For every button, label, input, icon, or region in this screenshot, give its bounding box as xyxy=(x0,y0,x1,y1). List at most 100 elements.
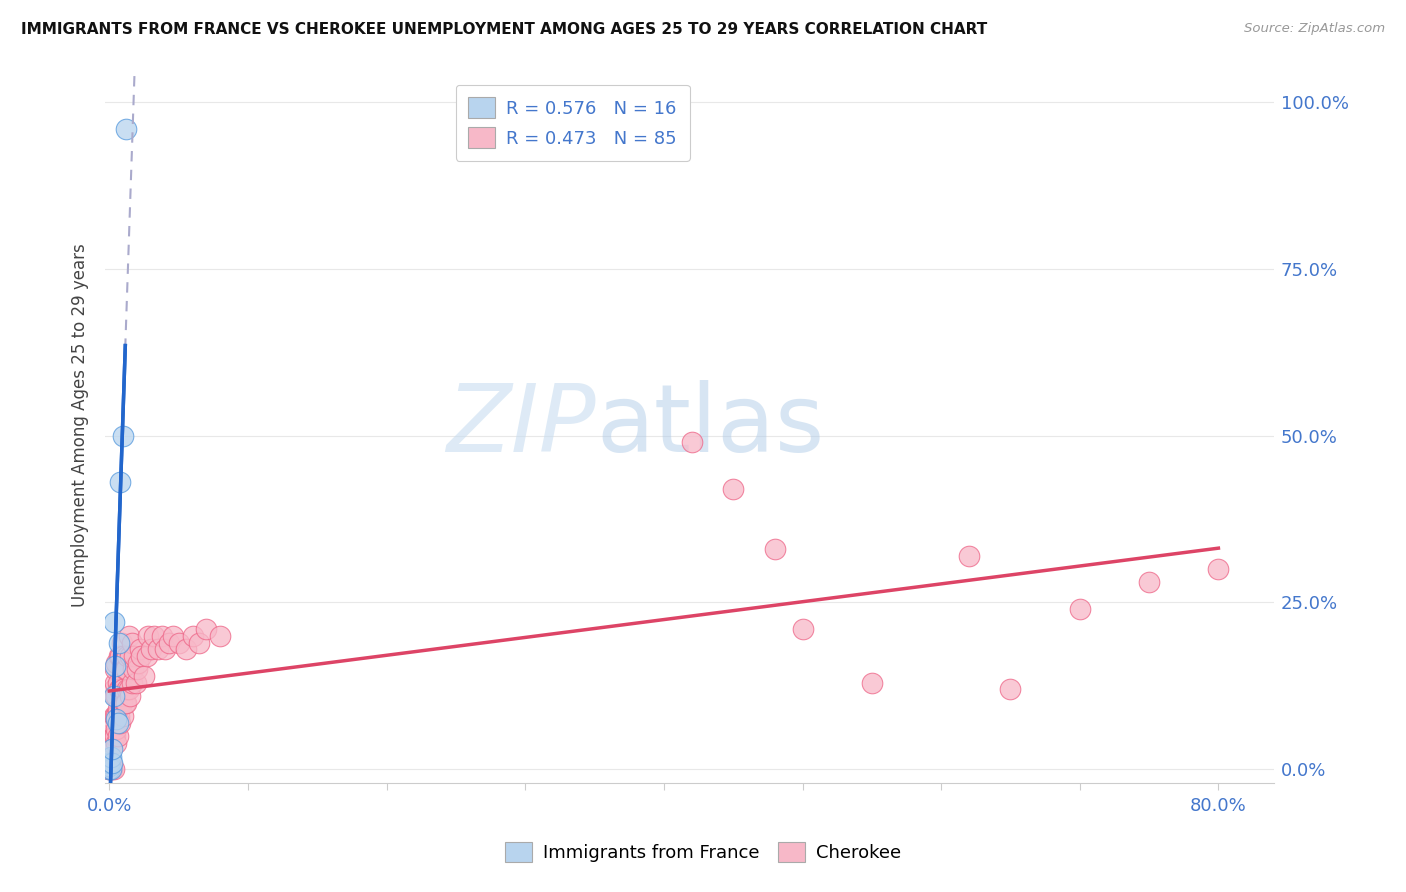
Point xyxy=(112,709,135,723)
Point xyxy=(135,648,157,663)
Point xyxy=(129,648,152,663)
Point xyxy=(107,675,129,690)
Point xyxy=(100,759,122,773)
Text: atlas: atlas xyxy=(596,380,824,472)
Point xyxy=(115,696,138,710)
Legend: R = 0.576   N = 16, R = 0.473   N = 85: R = 0.576 N = 16, R = 0.473 N = 85 xyxy=(456,85,689,161)
Point xyxy=(188,635,211,649)
Point xyxy=(115,121,138,136)
Point xyxy=(98,762,121,776)
Point xyxy=(101,715,124,730)
Point xyxy=(105,689,128,703)
Point xyxy=(101,742,124,756)
Point xyxy=(157,635,180,649)
Text: IMMIGRANTS FROM FRANCE VS CHEROKEE UNEMPLOYMENT AMONG AGES 25 TO 29 YEARS CORREL: IMMIGRANTS FROM FRANCE VS CHEROKEE UNEMP… xyxy=(21,22,987,37)
Point xyxy=(103,682,125,697)
Point xyxy=(108,709,131,723)
Text: ZIP: ZIP xyxy=(447,380,596,471)
Point xyxy=(195,622,218,636)
Point xyxy=(142,629,165,643)
Point xyxy=(118,682,141,697)
Point xyxy=(860,675,883,690)
Point xyxy=(107,702,129,716)
Point xyxy=(150,629,173,643)
Point xyxy=(957,549,980,563)
Point xyxy=(103,729,125,743)
Point xyxy=(101,756,124,770)
Point xyxy=(103,709,125,723)
Point xyxy=(167,635,190,649)
Point xyxy=(98,756,121,770)
Point xyxy=(103,615,125,630)
Point xyxy=(108,635,131,649)
Point xyxy=(763,542,786,557)
Point xyxy=(120,689,142,703)
Point xyxy=(103,762,125,776)
Point xyxy=(125,675,148,690)
Point xyxy=(114,662,136,676)
Point xyxy=(112,648,135,663)
Point xyxy=(112,682,135,697)
Point xyxy=(127,662,149,676)
Point xyxy=(146,642,169,657)
Point xyxy=(209,629,232,643)
Y-axis label: Unemployment Among Ages 25 to 29 years: Unemployment Among Ages 25 to 29 years xyxy=(72,244,89,607)
Point xyxy=(117,682,139,697)
Point xyxy=(107,729,129,743)
Point xyxy=(1000,682,1022,697)
Point xyxy=(110,475,132,490)
Point xyxy=(121,675,143,690)
Point xyxy=(104,689,127,703)
Point xyxy=(181,629,204,643)
Point xyxy=(139,642,162,657)
Point xyxy=(111,669,134,683)
Point xyxy=(100,762,122,776)
Point xyxy=(110,682,132,697)
Point xyxy=(98,759,121,773)
Point xyxy=(110,648,132,663)
Point xyxy=(721,482,744,496)
Point xyxy=(100,756,122,770)
Text: Source: ZipAtlas.com: Source: ZipAtlas.com xyxy=(1244,22,1385,36)
Point xyxy=(104,658,127,673)
Point xyxy=(103,689,125,703)
Point xyxy=(136,629,159,643)
Point xyxy=(98,759,121,773)
Point xyxy=(153,642,176,657)
Point xyxy=(121,635,143,649)
Point xyxy=(98,762,121,776)
Point xyxy=(128,642,150,657)
Point xyxy=(98,762,121,776)
Point xyxy=(162,629,184,643)
Legend: Immigrants from France, Cherokee: Immigrants from France, Cherokee xyxy=(498,834,908,870)
Point xyxy=(101,762,124,776)
Point xyxy=(120,648,142,663)
Point xyxy=(1208,562,1230,576)
Point xyxy=(100,762,122,776)
Point xyxy=(174,642,197,657)
Point xyxy=(105,723,128,737)
Point xyxy=(104,662,127,676)
Point xyxy=(112,428,135,442)
Point xyxy=(105,656,128,670)
Point xyxy=(104,675,127,690)
Point xyxy=(132,669,155,683)
Point xyxy=(114,696,136,710)
Point xyxy=(122,662,145,676)
Point xyxy=(124,648,146,663)
Point xyxy=(681,435,703,450)
Point xyxy=(105,712,128,726)
Point xyxy=(127,656,149,670)
Point xyxy=(111,696,134,710)
Point xyxy=(104,709,127,723)
Point xyxy=(105,736,128,750)
Point xyxy=(105,709,128,723)
Point xyxy=(111,635,134,649)
Point xyxy=(101,725,124,739)
Point xyxy=(792,622,814,636)
Point xyxy=(108,682,131,697)
Point xyxy=(117,648,139,663)
Point xyxy=(115,662,138,676)
Point xyxy=(101,736,124,750)
Point xyxy=(107,715,129,730)
